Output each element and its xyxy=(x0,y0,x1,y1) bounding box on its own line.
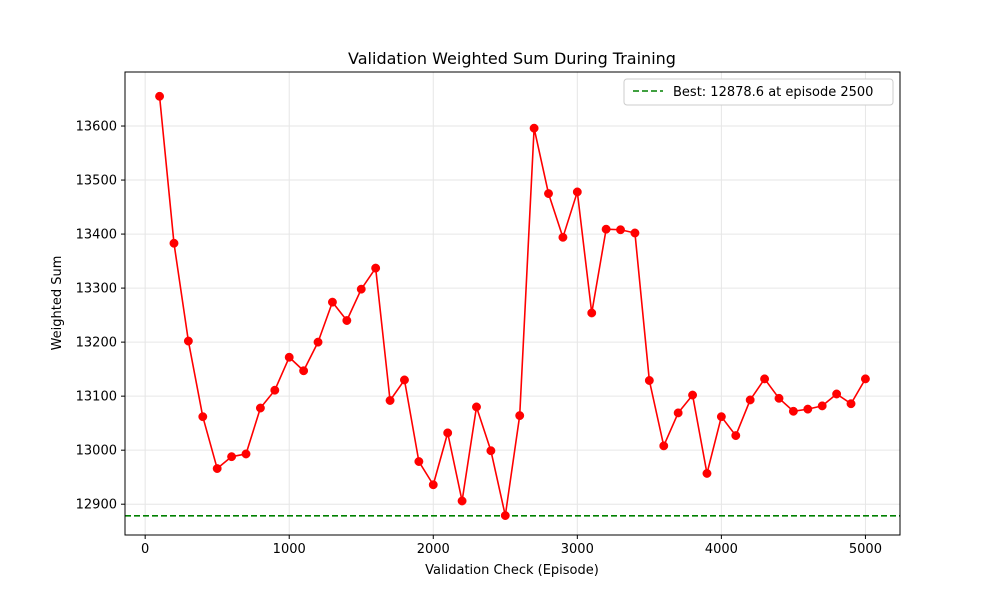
data-point xyxy=(860,374,870,384)
data-point xyxy=(788,406,798,416)
data-point xyxy=(241,449,251,459)
data-point xyxy=(616,225,625,235)
x-axis: 0 1000 2000 3000 4000 5000 xyxy=(141,535,882,557)
data-point xyxy=(832,389,842,399)
data-point xyxy=(774,393,784,403)
data-point xyxy=(327,297,337,307)
legend-box xyxy=(623,78,894,106)
data-point xyxy=(846,399,856,409)
x-tick-label: 0 xyxy=(141,542,149,557)
data-point xyxy=(270,385,280,395)
data-point xyxy=(644,376,654,385)
data-point xyxy=(255,403,265,413)
data-point xyxy=(630,228,640,238)
data-point xyxy=(400,375,409,385)
data-point xyxy=(673,408,683,418)
data-point xyxy=(472,402,481,412)
y-tick-label: 12900 xyxy=(76,498,117,513)
data-point xyxy=(371,263,381,273)
data-point xyxy=(587,308,597,318)
grid xyxy=(125,72,900,535)
y-tick-label: 13100 xyxy=(76,390,117,405)
data-point xyxy=(183,336,193,346)
plot-frame xyxy=(124,71,901,536)
data-point xyxy=(428,480,438,490)
data-point xyxy=(385,396,395,405)
data-point xyxy=(500,511,510,520)
data-point xyxy=(601,224,611,234)
legend-label: Best: 12878.6 at episode 2500 xyxy=(673,85,873,100)
data-point xyxy=(356,284,366,294)
legend: Best: 12878.6 at episode 2500 xyxy=(623,78,894,106)
data-point xyxy=(716,412,726,422)
data-point xyxy=(803,404,813,414)
data-point xyxy=(745,395,755,405)
data-point xyxy=(760,374,770,384)
data-point xyxy=(572,187,582,197)
data-point xyxy=(198,412,208,422)
data-point xyxy=(155,91,165,101)
x-tick-label: 3000 xyxy=(561,542,594,557)
series-line xyxy=(158,96,867,517)
data-point xyxy=(817,401,827,411)
x-tick-label: 4000 xyxy=(705,542,738,557)
data-point xyxy=(688,390,698,400)
series-group xyxy=(155,91,870,520)
x-tick-label: 2000 xyxy=(417,542,450,557)
y-tick-label: 13400 xyxy=(76,228,117,243)
data-point xyxy=(227,452,237,462)
data-point xyxy=(702,468,712,478)
y-tick-label: 13000 xyxy=(76,444,117,459)
x-axis-label: Validation Check (Episode) xyxy=(425,563,599,578)
y-tick-label: 13200 xyxy=(76,336,117,351)
y-tick-label: 13600 xyxy=(76,120,117,135)
data-point xyxy=(486,446,496,456)
data-point xyxy=(313,337,323,347)
data-point xyxy=(299,366,309,376)
data-point xyxy=(659,441,669,451)
data-point xyxy=(529,123,539,133)
y-tick-label: 13500 xyxy=(76,174,117,189)
data-point xyxy=(544,189,553,199)
y-axis-label: Weighted Sum xyxy=(50,256,65,351)
chart-title: Validation Weighted Sum During Training xyxy=(348,49,676,68)
data-point xyxy=(731,431,741,441)
y-tick-label: 13300 xyxy=(76,282,117,297)
data-point xyxy=(414,457,424,466)
data-point xyxy=(515,411,525,421)
data-point xyxy=(212,464,222,473)
x-tick-label: 5000 xyxy=(849,542,882,557)
data-point xyxy=(443,428,453,438)
data-point xyxy=(169,238,179,248)
data-point xyxy=(342,316,352,325)
y-axis: 12900 13000 13100 13200 13300 13400 13500 13600 xyxy=(76,120,125,513)
data-point xyxy=(457,496,467,506)
x-tick-label: 1000 xyxy=(273,542,306,557)
data-point xyxy=(284,352,294,362)
data-point xyxy=(558,232,568,242)
